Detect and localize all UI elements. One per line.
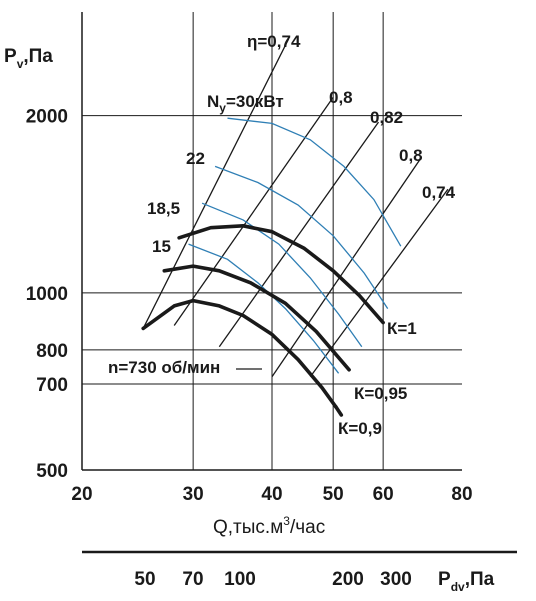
power-curve-3 <box>188 243 340 374</box>
efficiency-label-080-b: 0,8 <box>399 146 423 165</box>
efficiency-ray-1 <box>173 96 334 326</box>
y-axis-title: Pv,Па <box>4 46 53 71</box>
y-tick-labels: 500 700 800 1000 2000 <box>26 107 68 482</box>
dynamic-pressure-title: Pdv,Па <box>438 569 495 594</box>
efficiency-label-074: η=0,74 <box>247 32 301 51</box>
dynamic-pressure-tick-200: 200 <box>332 569 364 590</box>
efficiency-label-080-a: 0,8 <box>329 88 353 107</box>
efficiency-ray-2 <box>218 121 380 348</box>
power-label-15: 15 <box>152 237 171 256</box>
power-curves <box>188 117 402 374</box>
y-tick-label-1000: 1000 <box>26 284 68 305</box>
x-tick-label-50: 50 <box>323 484 344 505</box>
power-label-22: 22 <box>186 149 205 168</box>
grid-lines <box>82 12 462 470</box>
efficiency-ray-0 <box>142 38 290 329</box>
power-curve-2 <box>201 202 363 348</box>
characteristic-curve-3 <box>177 224 385 325</box>
x-tick-label-60: 60 <box>373 484 394 505</box>
efficiency-label-074-b: 0,74 <box>422 183 456 202</box>
power-label-30: Ny=30кВт <box>207 92 284 115</box>
x-axis-title: Q,тыс.м3/час <box>213 514 325 538</box>
characteristic-curve-0 <box>141 298 338 409</box>
x-tick-labels: 20 30 40 50 60 80 <box>71 484 472 505</box>
dynamic-pressure-tick-70: 70 <box>182 569 203 590</box>
plot-frame <box>81 12 462 471</box>
x-tick-label-40: 40 <box>261 484 282 505</box>
x-tick-label-20: 20 <box>71 484 92 505</box>
y-tick-label-500: 500 <box>36 461 68 482</box>
y-tick-label-2000: 2000 <box>26 107 68 128</box>
efficiency-rays <box>142 38 449 378</box>
speed-label: n=730 об/мин <box>108 358 220 377</box>
power-curve-0 <box>227 117 402 247</box>
dynamic-pressure-tick-100: 100 <box>224 569 256 590</box>
dynamic-pressure-tick-50: 50 <box>134 569 155 590</box>
dynamic-pressure-axis: 50 70 100 200 300 Pdv,Па <box>82 550 517 594</box>
characteristic-curve-2 <box>162 264 351 372</box>
power-label-18-5: 18,5 <box>147 199 180 218</box>
dynamic-pressure-tick-300: 300 <box>380 569 412 590</box>
k09-label: К=0,9 <box>338 419 382 438</box>
y-tick-label-800: 800 <box>36 341 68 362</box>
efficiency-ray-4 <box>309 188 449 378</box>
efficiency-ray-3 <box>271 156 423 378</box>
k095-label: К=0,95 <box>354 384 407 403</box>
characteristic-curves <box>141 224 385 417</box>
efficiency-label-082: 0,82 <box>370 108 403 127</box>
power-curve-1 <box>214 165 389 309</box>
characteristic-curve-1 <box>334 405 344 417</box>
x-tick-label-30: 30 <box>183 484 204 505</box>
k1-label: К=1 <box>387 319 417 338</box>
y-tick-label-700: 700 <box>36 375 68 396</box>
x-tick-label-80: 80 <box>451 484 472 505</box>
